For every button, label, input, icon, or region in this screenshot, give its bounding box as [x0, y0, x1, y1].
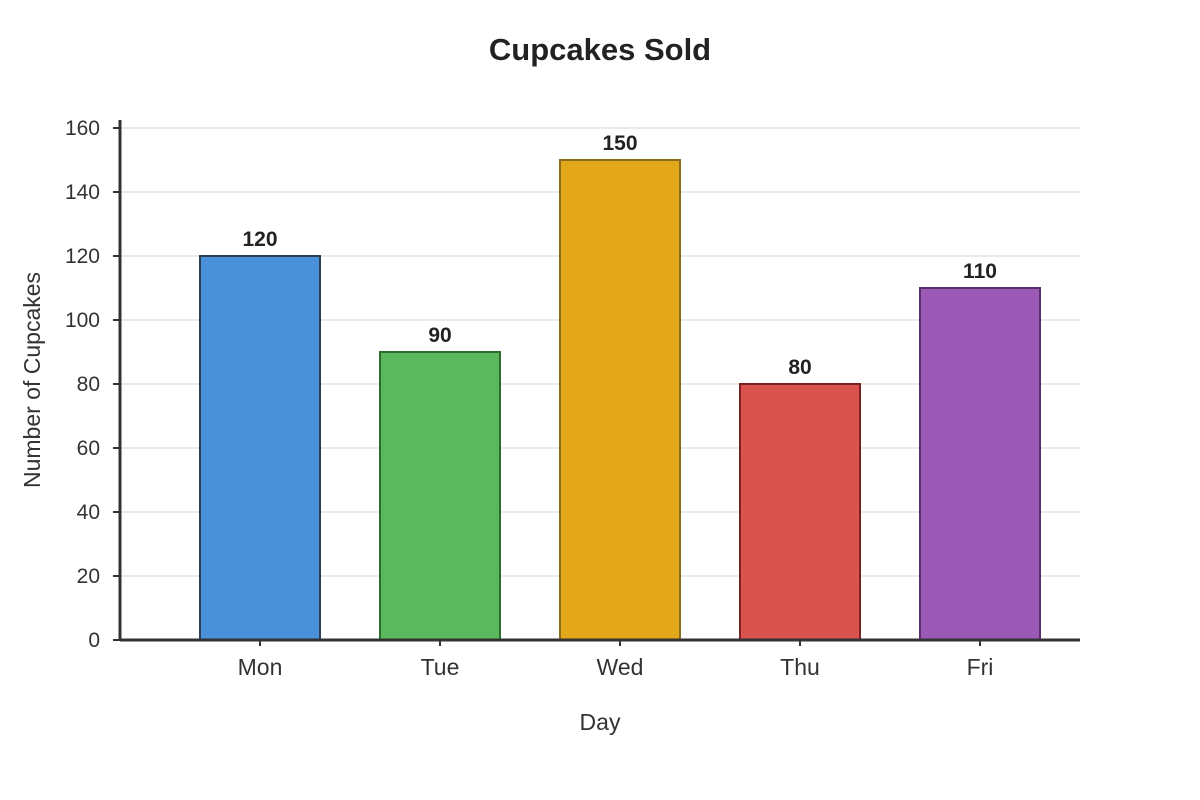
data-labels: 120 90 150 80 110 — [242, 132, 996, 379]
data-label-fri: 110 — [963, 260, 997, 283]
x-tick-label: Mon — [238, 654, 283, 680]
x-tick-label: Wed — [597, 654, 644, 680]
x-tick-label: Fri — [967, 654, 994, 680]
x-tick-label: Thu — [780, 654, 820, 680]
x-axis-ticks: Mon Tue Wed Thu Fri — [238, 640, 994, 680]
y-tick-label: 20 — [77, 565, 100, 588]
data-label-tue: 90 — [428, 324, 451, 347]
y-tick-label: 60 — [77, 437, 100, 460]
y-tick-label: 100 — [65, 309, 100, 332]
bar-tue — [379, 351, 501, 641]
x-axis-label: Day — [580, 709, 621, 735]
y-tick-label: 80 — [77, 373, 100, 396]
data-label-thu: 80 — [788, 356, 811, 379]
y-tick-label: 40 — [77, 501, 100, 524]
bar-mon — [199, 255, 321, 641]
y-tick-label: 140 — [65, 181, 100, 204]
bar-thu — [739, 383, 861, 641]
y-tick-label: 0 — [88, 629, 100, 652]
bar-fri — [919, 287, 1041, 641]
y-tick-label: 120 — [65, 245, 100, 268]
bar-wed — [559, 159, 681, 641]
y-axis-ticks: 0 20 40 60 80 100 120 140 160 — [65, 117, 120, 652]
y-axis-label: Number of Cupcakes — [19, 272, 45, 488]
x-tick-label: Tue — [421, 654, 460, 680]
data-label-wed: 150 — [602, 132, 637, 155]
bars — [199, 159, 1041, 641]
data-label-mon: 120 — [242, 228, 277, 251]
y-tick-label: 160 — [65, 117, 100, 140]
chart-title: Cupcakes Sold — [489, 32, 711, 67]
